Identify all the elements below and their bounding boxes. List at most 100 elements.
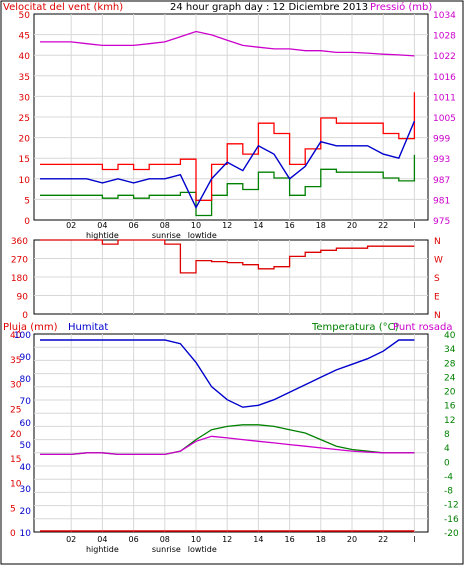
x-tick-label: l xyxy=(413,535,415,544)
pressure-axis-label: Pressió (mb) xyxy=(370,1,432,13)
rain-tick-label: 5 xyxy=(10,504,16,514)
direction-grid xyxy=(34,240,428,314)
x-tick-label: 14 xyxy=(253,535,263,544)
direction-degree-ticks: 0 90 180 270 360 xyxy=(11,237,28,321)
x-event-label: hightide xyxy=(86,231,119,240)
temperature-tick-label: 24 xyxy=(444,373,456,383)
x-tick-label: 22 xyxy=(378,535,388,544)
x-event-label: sunrise xyxy=(152,545,181,554)
x-tick-label: 12 xyxy=(222,535,232,544)
humidity-tick-label: 20 xyxy=(20,507,32,517)
humidity-tick-label: 100 xyxy=(14,331,31,341)
panel-wind: Velocitat del vent (kmh) 24 hour graph d… xyxy=(3,1,456,227)
direction-degree-tick-label: 0 xyxy=(22,311,28,321)
wind-tick-label: 15 xyxy=(19,155,30,165)
rain-tick-label: 40 xyxy=(10,331,22,341)
pressure-ticks: 975 981 987 993 999 1005 1011 1016 1022 1028 1034 xyxy=(433,11,456,227)
direction-degree-tick-label: 270 xyxy=(11,256,28,266)
x-tick-label: 04 xyxy=(97,535,107,544)
humidity-tick-label: 40 xyxy=(20,463,32,473)
pressure-tick-label: 1011 xyxy=(433,93,456,103)
temperature-tick-label: 16 xyxy=(444,402,456,412)
humidity-tick-label: 80 xyxy=(20,375,32,385)
temperature-tick-label: 0 xyxy=(444,458,450,468)
temperature-tick-label: 12 xyxy=(444,416,455,426)
rain-tick-label: 0 xyxy=(10,529,16,539)
temperature-tick-label: 20 xyxy=(444,388,456,398)
temperature-tick-label: 40 xyxy=(444,331,456,341)
x-tick-label: 08 xyxy=(160,535,170,544)
wind-low-line xyxy=(40,154,416,217)
wind-tick-label: 0 xyxy=(24,217,30,227)
temperature-series xyxy=(40,339,415,532)
temperature-tick-label: -20 xyxy=(444,529,459,539)
pressure-tick-label: 975 xyxy=(433,217,450,227)
humidity-axis-label: Humitat xyxy=(68,322,108,333)
x-tick-label: 14 xyxy=(253,221,263,230)
x-tick-label: 06 xyxy=(129,535,139,544)
dewpoint-axis-label: Punt rosada xyxy=(393,322,452,333)
temperature-tick-label: 8 xyxy=(444,430,450,440)
x-tick-label: 18 xyxy=(316,221,326,230)
pressure-tick-label: 987 xyxy=(433,176,450,186)
pressure-tick-label: 1022 xyxy=(433,52,456,62)
x-event-label: hightide xyxy=(86,545,119,554)
humidity-line xyxy=(40,339,415,408)
pressure-tick-label: 993 xyxy=(433,155,450,165)
wind-axis-label: Velocitat del vent (kmh) xyxy=(3,2,123,13)
temperature-tick-label: -8 xyxy=(444,487,453,497)
pressure-tick-label: 1028 xyxy=(433,32,456,42)
graph-title: 24 hour graph day : 12 Diciembre 2013 xyxy=(170,2,368,13)
pressure-tick-label: 1005 xyxy=(433,114,456,124)
wind-average-line xyxy=(40,120,416,210)
wind-series xyxy=(40,30,416,217)
dewpoint-line xyxy=(40,435,415,456)
temperature-tick-label: 34 xyxy=(444,345,456,355)
wind-tick-label: 50 xyxy=(19,11,31,21)
wind-tick-label: 25 xyxy=(19,114,30,124)
direction-compass-tick-label: E xyxy=(434,293,440,303)
rain-axis-label: Pluja (mm) xyxy=(3,322,58,333)
rain-tick-label: 25 xyxy=(10,405,21,415)
rain-tick-label: 10 xyxy=(10,480,22,490)
x-tick-label: 08 xyxy=(160,221,170,230)
direction-compass-tick-label: S xyxy=(434,274,440,284)
temperature-ticks: -20 -16 -12 -8 -4 0 4 8 12 16 20 24 28 34 40 xyxy=(444,331,459,539)
wind-speed-ticks: 0 5 10 15 20 25 30 35 40 45 50 xyxy=(19,11,31,227)
x-tick-label: 04 xyxy=(97,221,107,230)
humidity-ticks: 0 5 10 15 20 25 30 35 40 10 20 30 40 50 60 70 80 90 100 xyxy=(10,331,31,539)
x-tick-label: 20 xyxy=(347,221,357,230)
rain-tick-label: 30 xyxy=(10,381,22,391)
temperature-plot-area xyxy=(33,333,429,533)
x-tick-label: 16 xyxy=(285,221,295,230)
x-tick-label: 02 xyxy=(66,221,76,230)
direction-compass-tick-label: N xyxy=(434,311,441,321)
x-tick-label: l xyxy=(413,221,415,230)
direction-degree-tick-label: 90 xyxy=(17,293,29,303)
humidity-tick-label: 30 xyxy=(20,485,32,495)
wind-tick-label: 30 xyxy=(19,93,31,103)
direction-degree-tick-label: 360 xyxy=(11,237,28,247)
humidity-tick-label: 70 xyxy=(20,397,32,407)
wind-tick-label: 45 xyxy=(19,32,30,42)
x-event-label: sunrise xyxy=(152,231,181,240)
x-tick-label: 20 xyxy=(347,535,357,544)
wind-tick-label: 35 xyxy=(19,73,30,83)
humidity-tick-label: 10 xyxy=(20,529,32,539)
temperature-tick-label: 28 xyxy=(444,359,456,369)
wind-tick-label: 20 xyxy=(19,135,31,145)
humidity-tick-label: 60 xyxy=(20,419,32,429)
temperature-tick-label: 4 xyxy=(444,444,450,454)
wind-tick-label: 10 xyxy=(19,176,31,186)
humidity-tick-label: 90 xyxy=(20,353,32,363)
direction-degree-tick-label: 180 xyxy=(11,274,28,284)
x-event-label: lowtide xyxy=(188,545,217,554)
temperature-tick-label: -16 xyxy=(444,515,459,525)
x-tick-label: 18 xyxy=(316,535,326,544)
pressure-line xyxy=(40,30,415,57)
temperature-tick-label: -12 xyxy=(444,501,459,511)
x-tick-label: 22 xyxy=(378,221,388,230)
temperature-axis-label: Temperatura (°C) xyxy=(311,322,399,333)
